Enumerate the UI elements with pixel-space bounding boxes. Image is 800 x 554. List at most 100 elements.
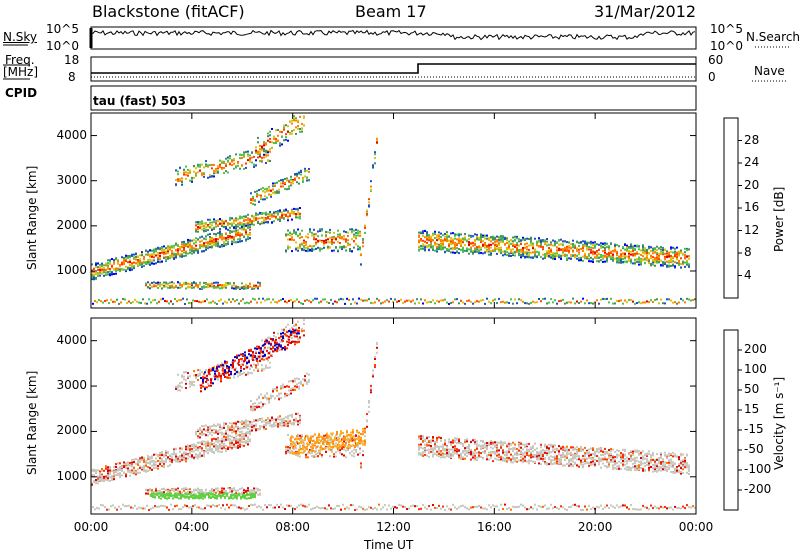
- data-cell: [446, 249, 448, 252]
- data-cell: [418, 235, 420, 238]
- data-cell: [243, 223, 245, 226]
- data-cell: [241, 157, 243, 159]
- data-cell: [235, 424, 237, 427]
- data-cell: [199, 455, 201, 458]
- data-cell: [458, 302, 460, 305]
- data-cell: [296, 181, 298, 184]
- data-cell: [185, 457, 187, 460]
- data-cell: [181, 447, 183, 450]
- data-cell: [109, 270, 111, 273]
- data-cell: [147, 470, 149, 473]
- data-cell: [227, 156, 229, 159]
- data-cell: [257, 369, 259, 372]
- data-cell: [257, 217, 259, 220]
- data-cell: [241, 435, 243, 438]
- data-cell: [311, 249, 313, 252]
- data-cell: [195, 224, 197, 227]
- data-cell: [472, 302, 474, 305]
- data-cell: [538, 237, 540, 240]
- data-cell: [247, 150, 249, 153]
- data-cell: [199, 287, 201, 290]
- data-cell: [376, 139, 378, 142]
- data-cell: [530, 301, 532, 304]
- data-cell: [205, 223, 207, 226]
- data-cell: [612, 253, 614, 256]
- data-cell: [337, 233, 339, 236]
- data-cell: [596, 260, 598, 263]
- data-cell: [442, 247, 444, 250]
- data-cell: [578, 251, 580, 254]
- data-cell: [107, 262, 109, 265]
- data-cell: [221, 447, 223, 450]
- data-cell: [175, 385, 177, 388]
- data-cell: [586, 245, 588, 248]
- data-cell: [618, 257, 620, 260]
- data-cell: [116, 298, 118, 301]
- data-cell: [191, 380, 193, 383]
- data-cell: [261, 212, 263, 214]
- data-cell: [233, 446, 235, 449]
- data-cell: [199, 432, 201, 435]
- data-cell: [472, 242, 474, 244]
- data-cell: [588, 248, 590, 251]
- data-cell: [175, 488, 177, 491]
- data-cell: [214, 301, 216, 304]
- beam-title: Beam 17: [355, 2, 427, 21]
- data-cell: [540, 239, 542, 242]
- data-cell: [530, 238, 532, 241]
- data-cell: [506, 301, 508, 304]
- data-cell: [271, 215, 273, 218]
- data-cell: [267, 336, 269, 339]
- data-cell: [432, 249, 434, 251]
- data-cell: [213, 221, 215, 224]
- data-cell: [442, 234, 444, 237]
- data-cell: [215, 491, 217, 494]
- data-cell: [195, 240, 197, 243]
- data-cell: [331, 450, 333, 453]
- data-cell: [420, 298, 422, 301]
- data-cell: [550, 254, 552, 257]
- data-cell: [95, 469, 97, 472]
- data-cell: [444, 235, 446, 238]
- data-cell: [157, 286, 159, 289]
- data-cell: [218, 299, 220, 302]
- data-cell: [189, 251, 191, 254]
- data-cell: [189, 249, 191, 252]
- data-cell: [101, 478, 103, 481]
- data-cell: [179, 255, 181, 258]
- data-cell: [185, 387, 187, 389]
- data-cell: [289, 132, 291, 135]
- data-cell: [125, 260, 127, 263]
- data-cell: [275, 216, 277, 219]
- data-cell: [213, 243, 215, 245]
- data-cell: [498, 236, 500, 239]
- data-cell: [193, 170, 195, 173]
- data-cell: [263, 144, 265, 147]
- data-cell: [211, 434, 213, 437]
- data-cell: [213, 218, 215, 221]
- data-cell: [102, 301, 104, 304]
- data-cell: [255, 212, 257, 215]
- data-cell: [93, 275, 95, 277]
- data-cell: [187, 444, 189, 447]
- data-cell: [264, 402, 266, 405]
- data-cell: [321, 234, 323, 237]
- data-cell: [187, 488, 189, 491]
- data-cell: [612, 258, 614, 261]
- data-cell: [632, 254, 634, 257]
- data-cell: [606, 297, 608, 300]
- data-cell: [628, 245, 630, 248]
- data-cell: [272, 388, 274, 391]
- data-cell: [179, 450, 181, 453]
- data-cell: [118, 302, 120, 305]
- data-cell: [327, 241, 329, 244]
- data-cell: [225, 232, 227, 235]
- data-cell: [343, 238, 345, 241]
- data-cell: [231, 284, 233, 287]
- data-cell: [576, 247, 578, 250]
- data-cell: [297, 211, 299, 214]
- data-cell: [602, 297, 604, 300]
- data-cell: [217, 445, 219, 447]
- data-cell: [161, 283, 163, 286]
